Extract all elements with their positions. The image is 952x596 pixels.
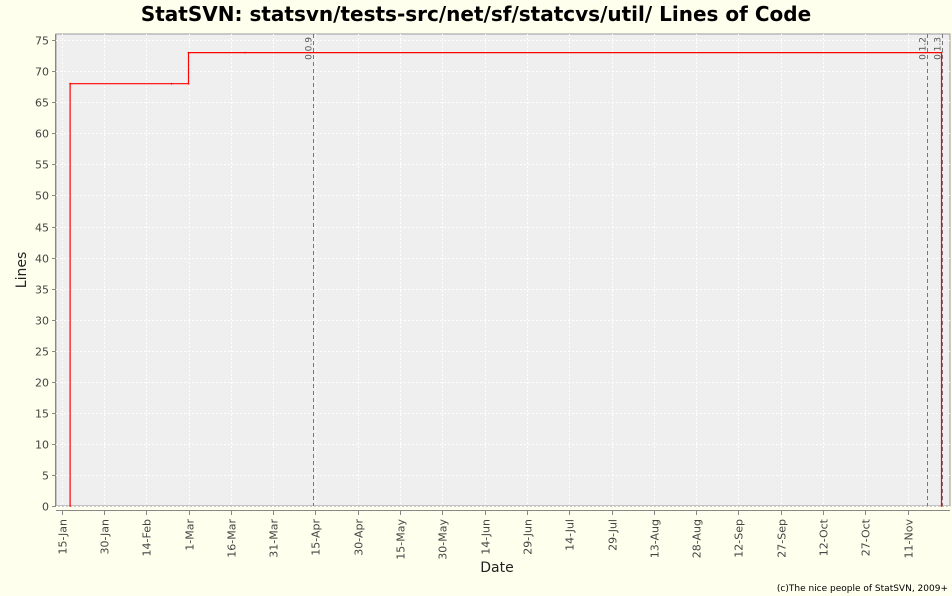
x-tick-label: 15-Apr <box>310 519 323 556</box>
y-tick-label: 55 <box>35 159 49 172</box>
x-tick-label: 30-Jan <box>99 519 112 555</box>
x-tick-label: 16-Mar <box>226 519 239 558</box>
x-tick-label: 15-May <box>395 519 408 560</box>
x-tick-label: 27-Sep <box>776 519 789 558</box>
x-tick-label: 11-Nov <box>903 519 916 559</box>
x-tick-label: 30-May <box>437 519 450 560</box>
x-tick-label: 1-Mar <box>184 519 197 551</box>
data-point <box>187 51 190 54</box>
x-tick-label: 14-Feb <box>141 519 154 556</box>
data-point <box>940 505 943 507</box>
x-tick-label: 14-Jun <box>480 519 493 555</box>
y-axis-label: Lines <box>14 252 30 288</box>
x-axis: 15-Jan 30-Jan 14-Feb 1-Mar 16-Mar 31-Mar 15-Ap… <box>56 510 950 560</box>
data-point <box>940 51 943 54</box>
x-tick-label: 12-Sep <box>733 519 746 558</box>
y-tick-label: 40 <box>35 253 49 266</box>
x-tick-label: 29-Jul <box>607 519 620 551</box>
x-tick-label: 13-Aug <box>649 519 662 558</box>
x-tick-label: 27-Oct <box>860 518 873 556</box>
data-point <box>69 82 71 85</box>
y-tick-label: 15 <box>35 408 49 421</box>
y-tick-label: 75 <box>35 35 49 48</box>
y-tick-label: 50 <box>35 190 49 203</box>
grid <box>56 34 950 507</box>
series <box>69 51 943 507</box>
chart-title: StatSVN: statsvn/tests-src/net/sf/statcv… <box>141 2 811 26</box>
footer-credit: (c)The nice people of StatSVN, 2009+ <box>777 584 948 594</box>
data-point <box>187 82 190 85</box>
x-tick-label: 31-Mar <box>268 519 281 558</box>
y-tick-label: 0 <box>42 501 49 514</box>
data-point <box>170 82 173 85</box>
y-tick-label: 5 <box>42 470 49 483</box>
x-tick-label: 14-Jul <box>564 519 577 551</box>
release-markers: 0.0.9 0.1.2 0.1.3 <box>305 34 944 506</box>
y-tick-label: 30 <box>35 315 49 328</box>
x-axis-label: Date <box>480 560 513 576</box>
data-point <box>69 505 71 507</box>
plot-area <box>55 33 951 507</box>
data-point <box>244 51 246 54</box>
y-tick-label: 20 <box>35 377 49 390</box>
x-tick-label: 30-Apr <box>353 519 366 556</box>
y-tick-label: 25 <box>35 346 49 359</box>
y-tick-label: 45 <box>35 222 49 235</box>
y-tick-label: 35 <box>35 284 49 297</box>
x-tick-label: 15-Jan <box>57 519 70 555</box>
y-tick-label: 10 <box>35 439 49 452</box>
y-axis: 0 5 10 15 20 25 30 35 40 45 50 55 60 65 70 75 <box>35 34 56 514</box>
series-line <box>69 51 943 506</box>
x-tick-label: 28-Aug <box>691 519 704 558</box>
release-marker-label: 0.1.3 <box>934 37 944 60</box>
release-marker-label: 0.1.2 <box>919 37 929 60</box>
y-tick-label: 60 <box>35 128 49 141</box>
release-marker-label: 0.0.9 <box>305 37 315 60</box>
y-tick-label: 70 <box>35 66 49 79</box>
y-tick-label: 65 <box>35 97 49 110</box>
x-tick-label: 29-Jun <box>522 519 535 555</box>
x-tick-label: 12-Oct <box>818 518 831 556</box>
